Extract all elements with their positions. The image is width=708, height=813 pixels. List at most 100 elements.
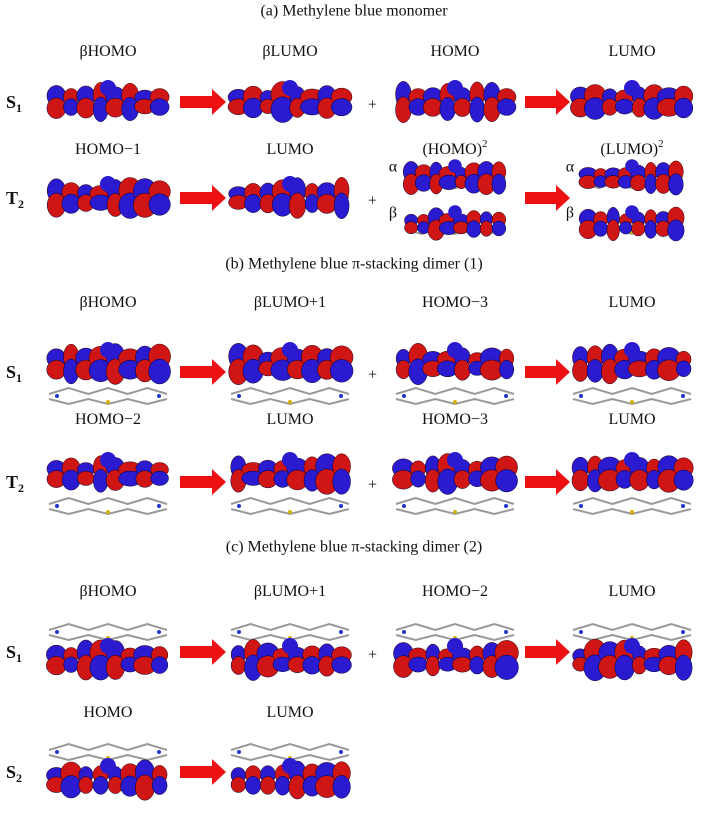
lobe bbox=[282, 80, 298, 96]
lobe bbox=[625, 159, 639, 173]
lobe bbox=[491, 220, 507, 237]
lobe bbox=[606, 219, 620, 241]
spin-label: α bbox=[566, 159, 575, 176]
orbital-label: βHOMO bbox=[79, 583, 136, 600]
section-title: (a) Methylene blue monomer bbox=[260, 3, 448, 20]
atom bbox=[630, 400, 634, 404]
orbital-image bbox=[571, 452, 694, 516]
state-sub: 1 bbox=[16, 371, 22, 385]
bond bbox=[395, 496, 515, 506]
orbital-image bbox=[46, 622, 169, 681]
lobe bbox=[615, 98, 635, 115]
orbital-power: 2 bbox=[658, 138, 664, 150]
lobe bbox=[453, 470, 472, 489]
atom bbox=[339, 750, 343, 754]
spin-label: β bbox=[566, 205, 574, 222]
state-label: S1 bbox=[6, 362, 22, 385]
state-label: T2 bbox=[6, 188, 24, 211]
bond bbox=[230, 742, 350, 752]
bond bbox=[572, 496, 692, 506]
lobe bbox=[245, 776, 262, 795]
lobe bbox=[148, 193, 171, 216]
orbital-name: LUMO bbox=[608, 411, 655, 428]
orbital-name: βHOMO bbox=[79, 43, 136, 60]
orbital-label: LUMO bbox=[608, 583, 655, 600]
lobe bbox=[491, 173, 507, 195]
atom bbox=[681, 504, 685, 508]
bond bbox=[230, 496, 350, 506]
bond bbox=[48, 496, 168, 506]
lobe bbox=[46, 359, 67, 380]
lobe bbox=[332, 468, 351, 495]
atom bbox=[237, 504, 241, 508]
lobe bbox=[593, 220, 608, 237]
orbital-name: βHOMO bbox=[79, 294, 136, 311]
orbital-image bbox=[572, 342, 692, 406]
lobe bbox=[619, 221, 633, 235]
orbital-image bbox=[393, 622, 519, 680]
lobe bbox=[63, 98, 79, 116]
orbital-label: HOMO−2 bbox=[75, 411, 141, 428]
orbital-image bbox=[402, 159, 507, 195]
orbital-label: HOMO bbox=[84, 704, 133, 721]
lobe bbox=[100, 80, 116, 96]
plus-sign: + bbox=[368, 193, 377, 210]
atom bbox=[288, 510, 292, 514]
arrow bbox=[525, 359, 570, 385]
lobe bbox=[466, 220, 482, 238]
atom bbox=[579, 504, 583, 508]
orbital-name: HOMO bbox=[84, 704, 133, 721]
lobe bbox=[332, 775, 351, 799]
atom bbox=[106, 510, 110, 514]
lobe bbox=[454, 359, 471, 381]
orbital-image bbox=[404, 205, 507, 241]
atom bbox=[579, 630, 583, 634]
lobe bbox=[674, 97, 694, 119]
bond bbox=[230, 622, 350, 632]
atom bbox=[402, 630, 406, 634]
lobe bbox=[630, 174, 647, 192]
plus-sign: + bbox=[368, 647, 377, 664]
atom bbox=[504, 504, 508, 508]
orbital-label: HOMO−2 bbox=[422, 583, 488, 600]
orbital-image bbox=[230, 452, 351, 516]
atom bbox=[339, 504, 343, 508]
lobe bbox=[624, 638, 640, 654]
lobe bbox=[624, 452, 640, 468]
lobe bbox=[100, 638, 116, 654]
atom bbox=[237, 630, 241, 634]
orbital-label: HOMO−3 bbox=[422, 294, 488, 311]
lobe bbox=[395, 96, 412, 123]
skeleton bbox=[572, 386, 692, 406]
lobe bbox=[282, 638, 298, 654]
lobe bbox=[425, 655, 441, 677]
atom bbox=[339, 630, 343, 634]
orbital-image bbox=[46, 342, 171, 406]
lobe bbox=[668, 173, 684, 196]
lobe bbox=[675, 360, 692, 378]
atom bbox=[157, 630, 161, 634]
orbital-image bbox=[46, 742, 168, 801]
lobe bbox=[288, 192, 306, 219]
spin-label: α bbox=[389, 159, 398, 176]
skeleton bbox=[230, 742, 350, 762]
orbital-name: LUMO bbox=[608, 583, 655, 600]
state-label: T2 bbox=[6, 472, 24, 495]
lobe bbox=[329, 359, 354, 383]
orbital-label: LUMO bbox=[266, 411, 313, 428]
orbital-image bbox=[578, 159, 684, 196]
lobe bbox=[92, 776, 109, 795]
orbital-image bbox=[46, 80, 170, 122]
atom bbox=[339, 394, 343, 398]
lobe bbox=[395, 360, 411, 379]
bond bbox=[395, 386, 515, 396]
lobe bbox=[499, 360, 515, 380]
atom bbox=[106, 400, 110, 404]
orbital-image bbox=[572, 622, 693, 682]
lobe bbox=[447, 638, 463, 654]
lobe bbox=[331, 98, 353, 117]
lobe bbox=[93, 469, 109, 493]
lobe bbox=[274, 775, 291, 796]
skeleton bbox=[230, 496, 350, 516]
orbital-name: HOMO−1 bbox=[75, 141, 141, 158]
